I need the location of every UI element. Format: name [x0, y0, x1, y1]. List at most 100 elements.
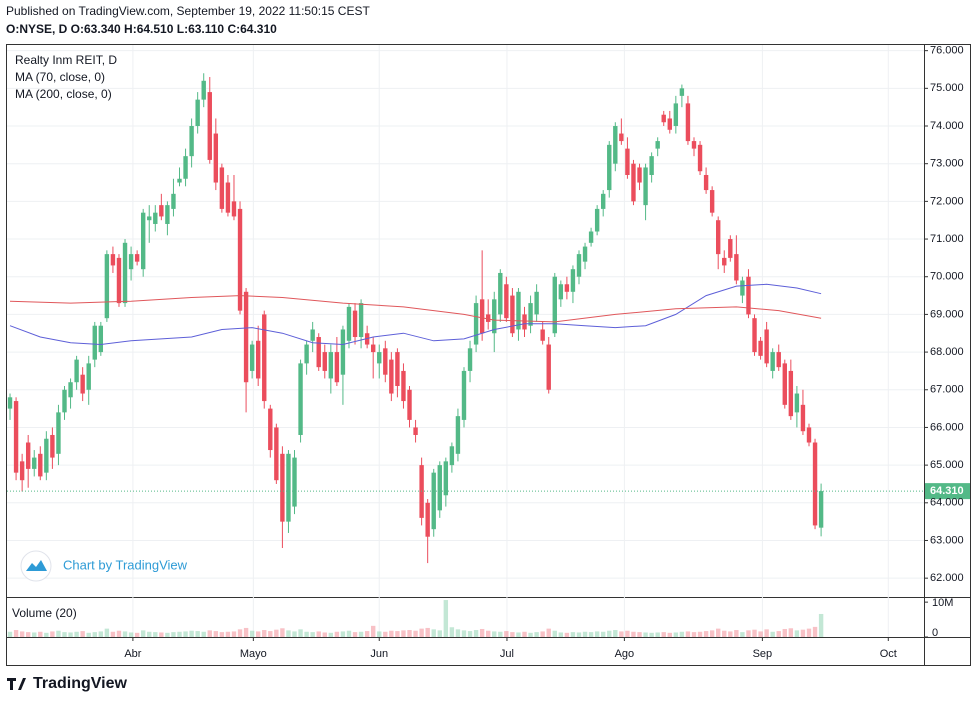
candle-body [455, 416, 461, 454]
last-price-label: 64.310 [930, 485, 964, 497]
y-tick-label: 74.000 [930, 120, 964, 132]
y-tick-label: 72.000 [930, 195, 964, 207]
candle-body [322, 352, 327, 371]
candle-body [479, 299, 485, 334]
volume-bar [601, 631, 606, 637]
marks [7, 73, 970, 637]
candle-body [346, 306, 352, 341]
volume-bar [631, 631, 636, 637]
candle-body [377, 352, 382, 364]
volume-bar [673, 632, 679, 637]
candle-body [255, 340, 261, 379]
x-tick-label: Oct [880, 648, 897, 660]
volume-bar [13, 630, 19, 637]
candle-body [171, 193, 176, 209]
candle-body [673, 103, 679, 127]
candle-body [588, 231, 594, 243]
volume-bar [7, 631, 13, 637]
volume-bar [171, 632, 176, 637]
candle-body [153, 212, 158, 224]
volume-bar [243, 627, 249, 637]
candle-body [516, 291, 521, 330]
candle-body [268, 408, 273, 451]
candle-body [691, 141, 697, 149]
volume-bar [546, 628, 551, 637]
candle-body [576, 254, 582, 277]
grid [7, 45, 928, 641]
candle-body [19, 461, 25, 481]
volume-bar [534, 632, 539, 637]
candle-body [546, 344, 551, 390]
candle-body [504, 284, 509, 319]
volume-bar [231, 631, 237, 637]
candle-body [582, 246, 588, 262]
candle-body [352, 310, 358, 338]
y-tick-label: 65.000 [930, 459, 964, 471]
volume-bar [262, 630, 267, 637]
watermark: Chart by TradingView [63, 557, 188, 572]
candle-body [147, 216, 152, 221]
candle-body [613, 126, 618, 164]
volume-bar [419, 628, 424, 637]
volume-bar [407, 630, 412, 637]
candle-body [159, 205, 164, 217]
volume-bar [473, 630, 479, 637]
legend-ma200: MA (200, close, 0) [15, 87, 112, 101]
volume-bar [370, 625, 376, 637]
volume-bar [437, 630, 442, 637]
candle-body [643, 167, 648, 206]
candle-body [128, 254, 134, 270]
volume-bar [697, 631, 703, 637]
candle-body [310, 329, 315, 341]
volume-bar [722, 630, 727, 637]
candle-body [225, 182, 231, 213]
candle-body [752, 318, 757, 353]
volume-bar [80, 631, 85, 637]
volume-bar [413, 630, 418, 637]
volume-bar [510, 632, 515, 637]
labels: 62.000 63.000 64.000 65.000 66.000 67.000 68.0… [124, 45, 963, 660]
volume-bar [286, 630, 291, 637]
volume-bar [812, 626, 818, 637]
candle-body [249, 344, 255, 371]
candle-body [679, 88, 685, 96]
candle-body [746, 276, 751, 315]
volume-bar [195, 631, 200, 637]
candle-body [794, 393, 800, 413]
volume-bar [255, 631, 261, 637]
volume-bar [607, 630, 612, 637]
volume-bar [177, 631, 182, 637]
candle-body [389, 359, 394, 394]
candle-body [770, 352, 775, 371]
volume-bar [479, 628, 485, 637]
candle-body [449, 446, 455, 466]
candle-body [370, 344, 376, 353]
volume-bar [389, 630, 394, 637]
volume-bar [280, 628, 285, 637]
candle-body [395, 352, 400, 386]
candle-body [280, 453, 285, 522]
volume-bar [358, 631, 364, 637]
candle-body [631, 163, 636, 202]
candle-body [68, 382, 73, 398]
candle-body [594, 208, 600, 232]
volume-bar [225, 631, 231, 637]
published-text: Published on TradingView.com, September … [6, 4, 370, 18]
volume-bar [504, 631, 509, 637]
x-tick-label: Sep [753, 648, 773, 660]
y-tick-label: 62.000 [930, 572, 964, 584]
candle-body [243, 291, 249, 383]
volume-bar [86, 632, 91, 637]
candle-body [540, 329, 545, 341]
volume-bar [492, 631, 497, 637]
volume-bar [576, 632, 582, 637]
candle-body [716, 220, 721, 255]
volume-bar [316, 631, 321, 637]
volume-bar [159, 632, 164, 637]
y-tick-label: 64.000 [930, 497, 964, 509]
volume-bar [467, 631, 473, 637]
candle-body [637, 167, 642, 183]
candle-body [528, 303, 533, 326]
candle-body [437, 465, 442, 511]
